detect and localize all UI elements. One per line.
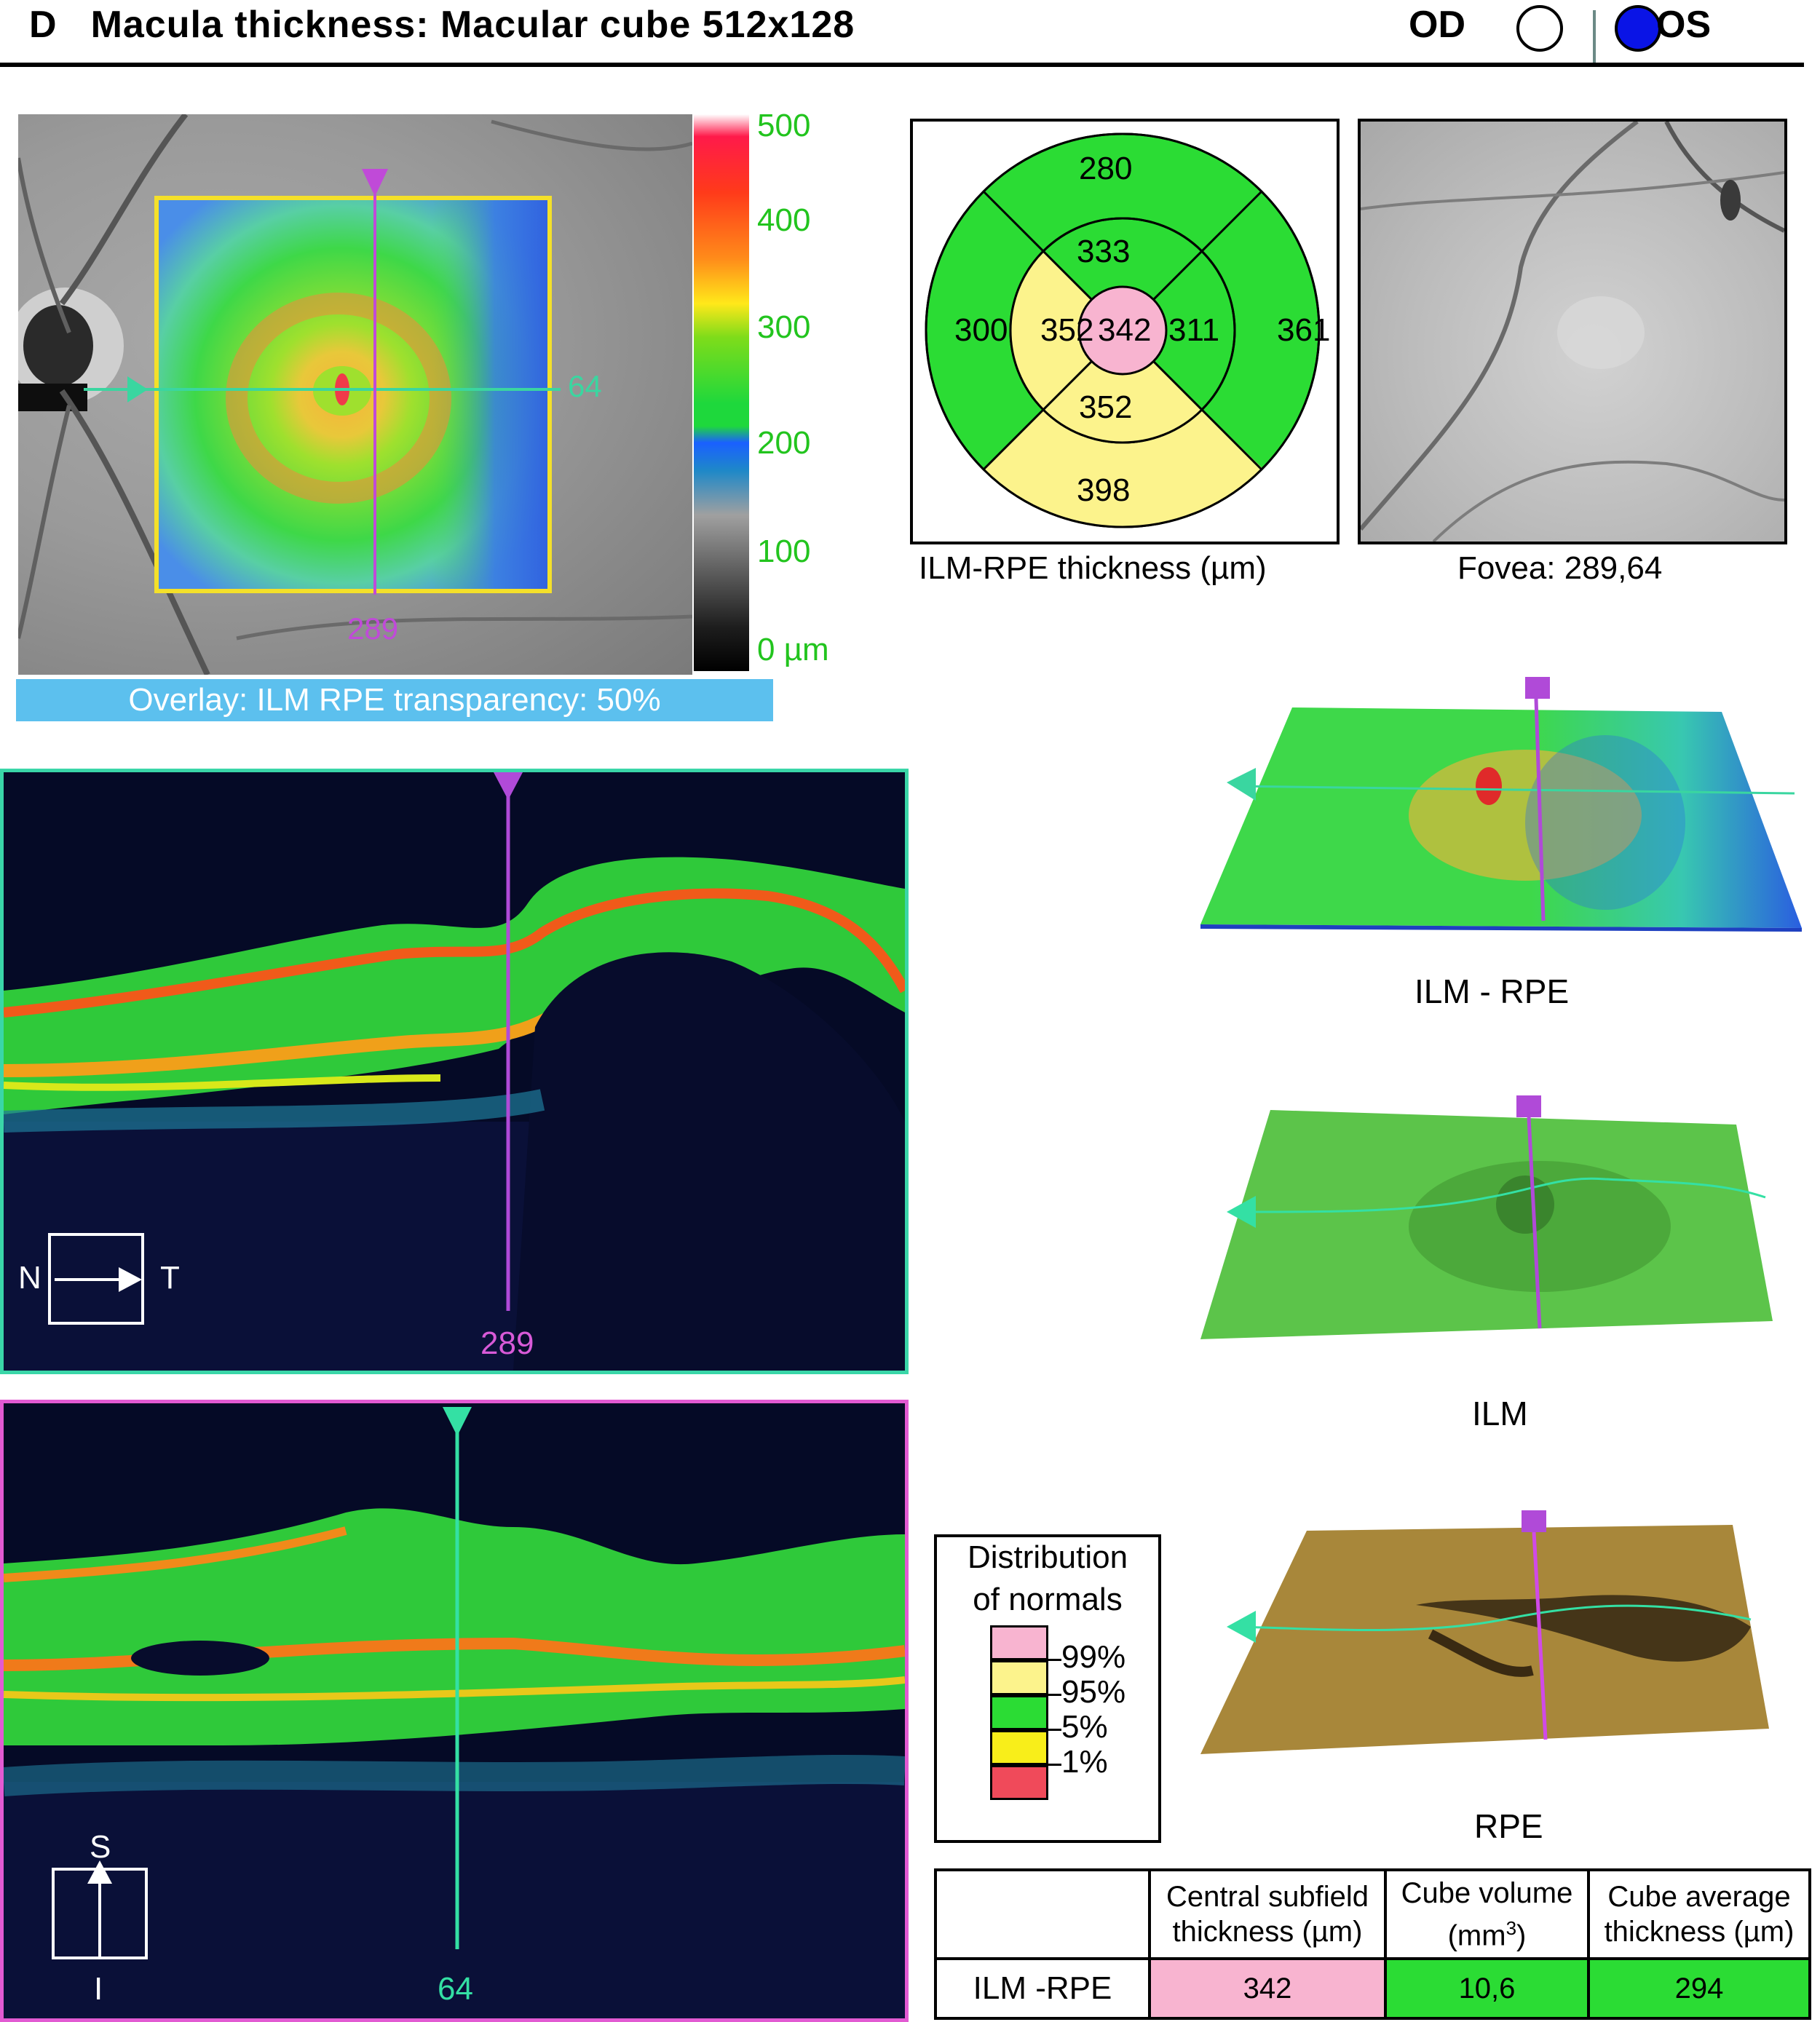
legend-label-99: 99% [1061,1639,1126,1675]
legend-tick-99 [1048,1659,1061,1661]
vertical-scan-marker: 289 [347,611,399,646]
legend-label-95: 95% [1061,1674,1126,1710]
col-central-line2: thickness (µm) [1172,1916,1363,1948]
row-label-ilm-rpe: ILM -RPE [934,1957,1151,2020]
etdrs-inferior-outer: 398 [1077,472,1131,508]
scale-tick-0: 0 µm [757,632,829,667]
etdrs-thickness-grid: 280 333 300 352 342 311 361 352 398 [910,119,1340,544]
col-volume-line1: Cube volume [1401,1876,1573,1909]
legend-tick-1 [1048,1764,1061,1766]
ilm-rpe-3d-surface[interactable] [1198,677,1802,939]
rpe-caption: RPE [1474,1807,1543,1845]
scale-tick-200: 200 [757,425,811,461]
header-divider [0,63,1804,67]
legend-tick-5 [1048,1729,1061,1731]
cube-volume-value: 10,6 [1384,1957,1590,2020]
legend-title-line2: of normals [973,1582,1123,1617]
scale-tick-500: 500 [757,108,811,143]
legend-label-1: 1% [1061,1744,1108,1780]
thickness-color-scale [694,114,749,671]
thickness-summary-table: Central subfield thickness (µm) Cube volu… [934,1868,1811,2020]
scale-tick-300: 300 [757,309,811,345]
col-volume-line2: (mm [1447,1919,1506,1952]
horizontal-bscan[interactable]: N T 289 [0,769,909,1374]
temporal-label: T [160,1260,180,1296]
ilm-3d-surface[interactable] [1198,1095,1802,1343]
ilm-caption: ILM [1472,1395,1528,1432]
fovea-fundus-image [1358,119,1787,544]
eye-divider [1593,10,1596,63]
legend-label-5: 5% [1061,1709,1108,1745]
col-average-line1: Cube average [1607,1881,1791,1913]
nasal-label: N [18,1260,41,1296]
etdrs-temporal-inner: 311 [1168,312,1220,348]
table-corner [934,1868,1151,1960]
col-header-central: Central subfield thickness (µm) [1148,1868,1387,1960]
legend-swatch-pink [990,1625,1048,1660]
central-subfield-value: 342 [1148,1957,1387,2020]
fovea-caption: Fovea: 289,64 [1457,550,1663,586]
scale-tick-100: 100 [757,534,811,569]
col-volume-sup: 3 [1506,1916,1517,1939]
overlay-transparency-label[interactable]: Overlay: ILM RPE transparency: 50% [16,679,773,721]
etdrs-temporal-outer: 361 [1277,312,1331,348]
etdrs-nasal-outer: 300 [954,312,1008,348]
etdrs-inferior-inner: 352 [1079,389,1133,425]
legend-title-line1: Distribution [967,1539,1128,1575]
horizontal-scan-marker: 64 [568,369,602,403]
col-average-line2: thickness (µm) [1604,1916,1795,1948]
cube-average-value: 294 [1587,1957,1811,2020]
col-central-line1: Central subfield [1166,1881,1369,1913]
rpe-3d-surface[interactable] [1198,1510,1802,1758]
col-header-average: Cube average thickness (µm) [1587,1868,1811,1960]
etdrs-superior-inner: 333 [1077,234,1131,269]
inferior-label: I [94,1971,103,2007]
bscan-h-position-label: 289 [480,1325,534,1361]
analysis-title: Macula thickness: Macular cube 512x128 [90,4,855,46]
etdrs-center: 342 [1098,312,1152,348]
col-volume-close: ) [1516,1919,1527,1952]
os-label: OS [1656,4,1712,46]
legend-tick-95 [1048,1694,1061,1696]
etdrs-nasal-inner: 352 [1040,312,1094,348]
etdrs-superior-outer: 280 [1079,151,1133,186]
od-label: OD [1409,4,1465,46]
bscan-v-position-label: 64 [438,1971,473,2007]
vertical-bscan[interactable]: S I 64 [0,1400,909,2022]
panel-letter: D [29,4,58,46]
legend-swatch-yellow [990,1730,1048,1765]
etdrs-caption: ILM-RPE thickness (µm) [919,550,1267,586]
ilm-rpe-caption: ILM - RPE [1415,972,1570,1010]
page-title: D Macula thickness: Macular cube 512x128 [29,3,855,47]
col-header-volume: Cube volume (mm3) [1384,1868,1590,1960]
scale-tick-400: 400 [757,202,811,238]
os-eye-radio[interactable] [1615,5,1661,52]
superior-label: S [90,1829,111,1865]
legend-swatch-light-yellow [990,1660,1048,1695]
legend-swatch-green [990,1695,1048,1730]
od-eye-radio[interactable] [1516,5,1563,52]
fundus-thickness-overlay[interactable]: 64 289 [18,114,692,675]
legend-swatch-red [990,1765,1048,1800]
